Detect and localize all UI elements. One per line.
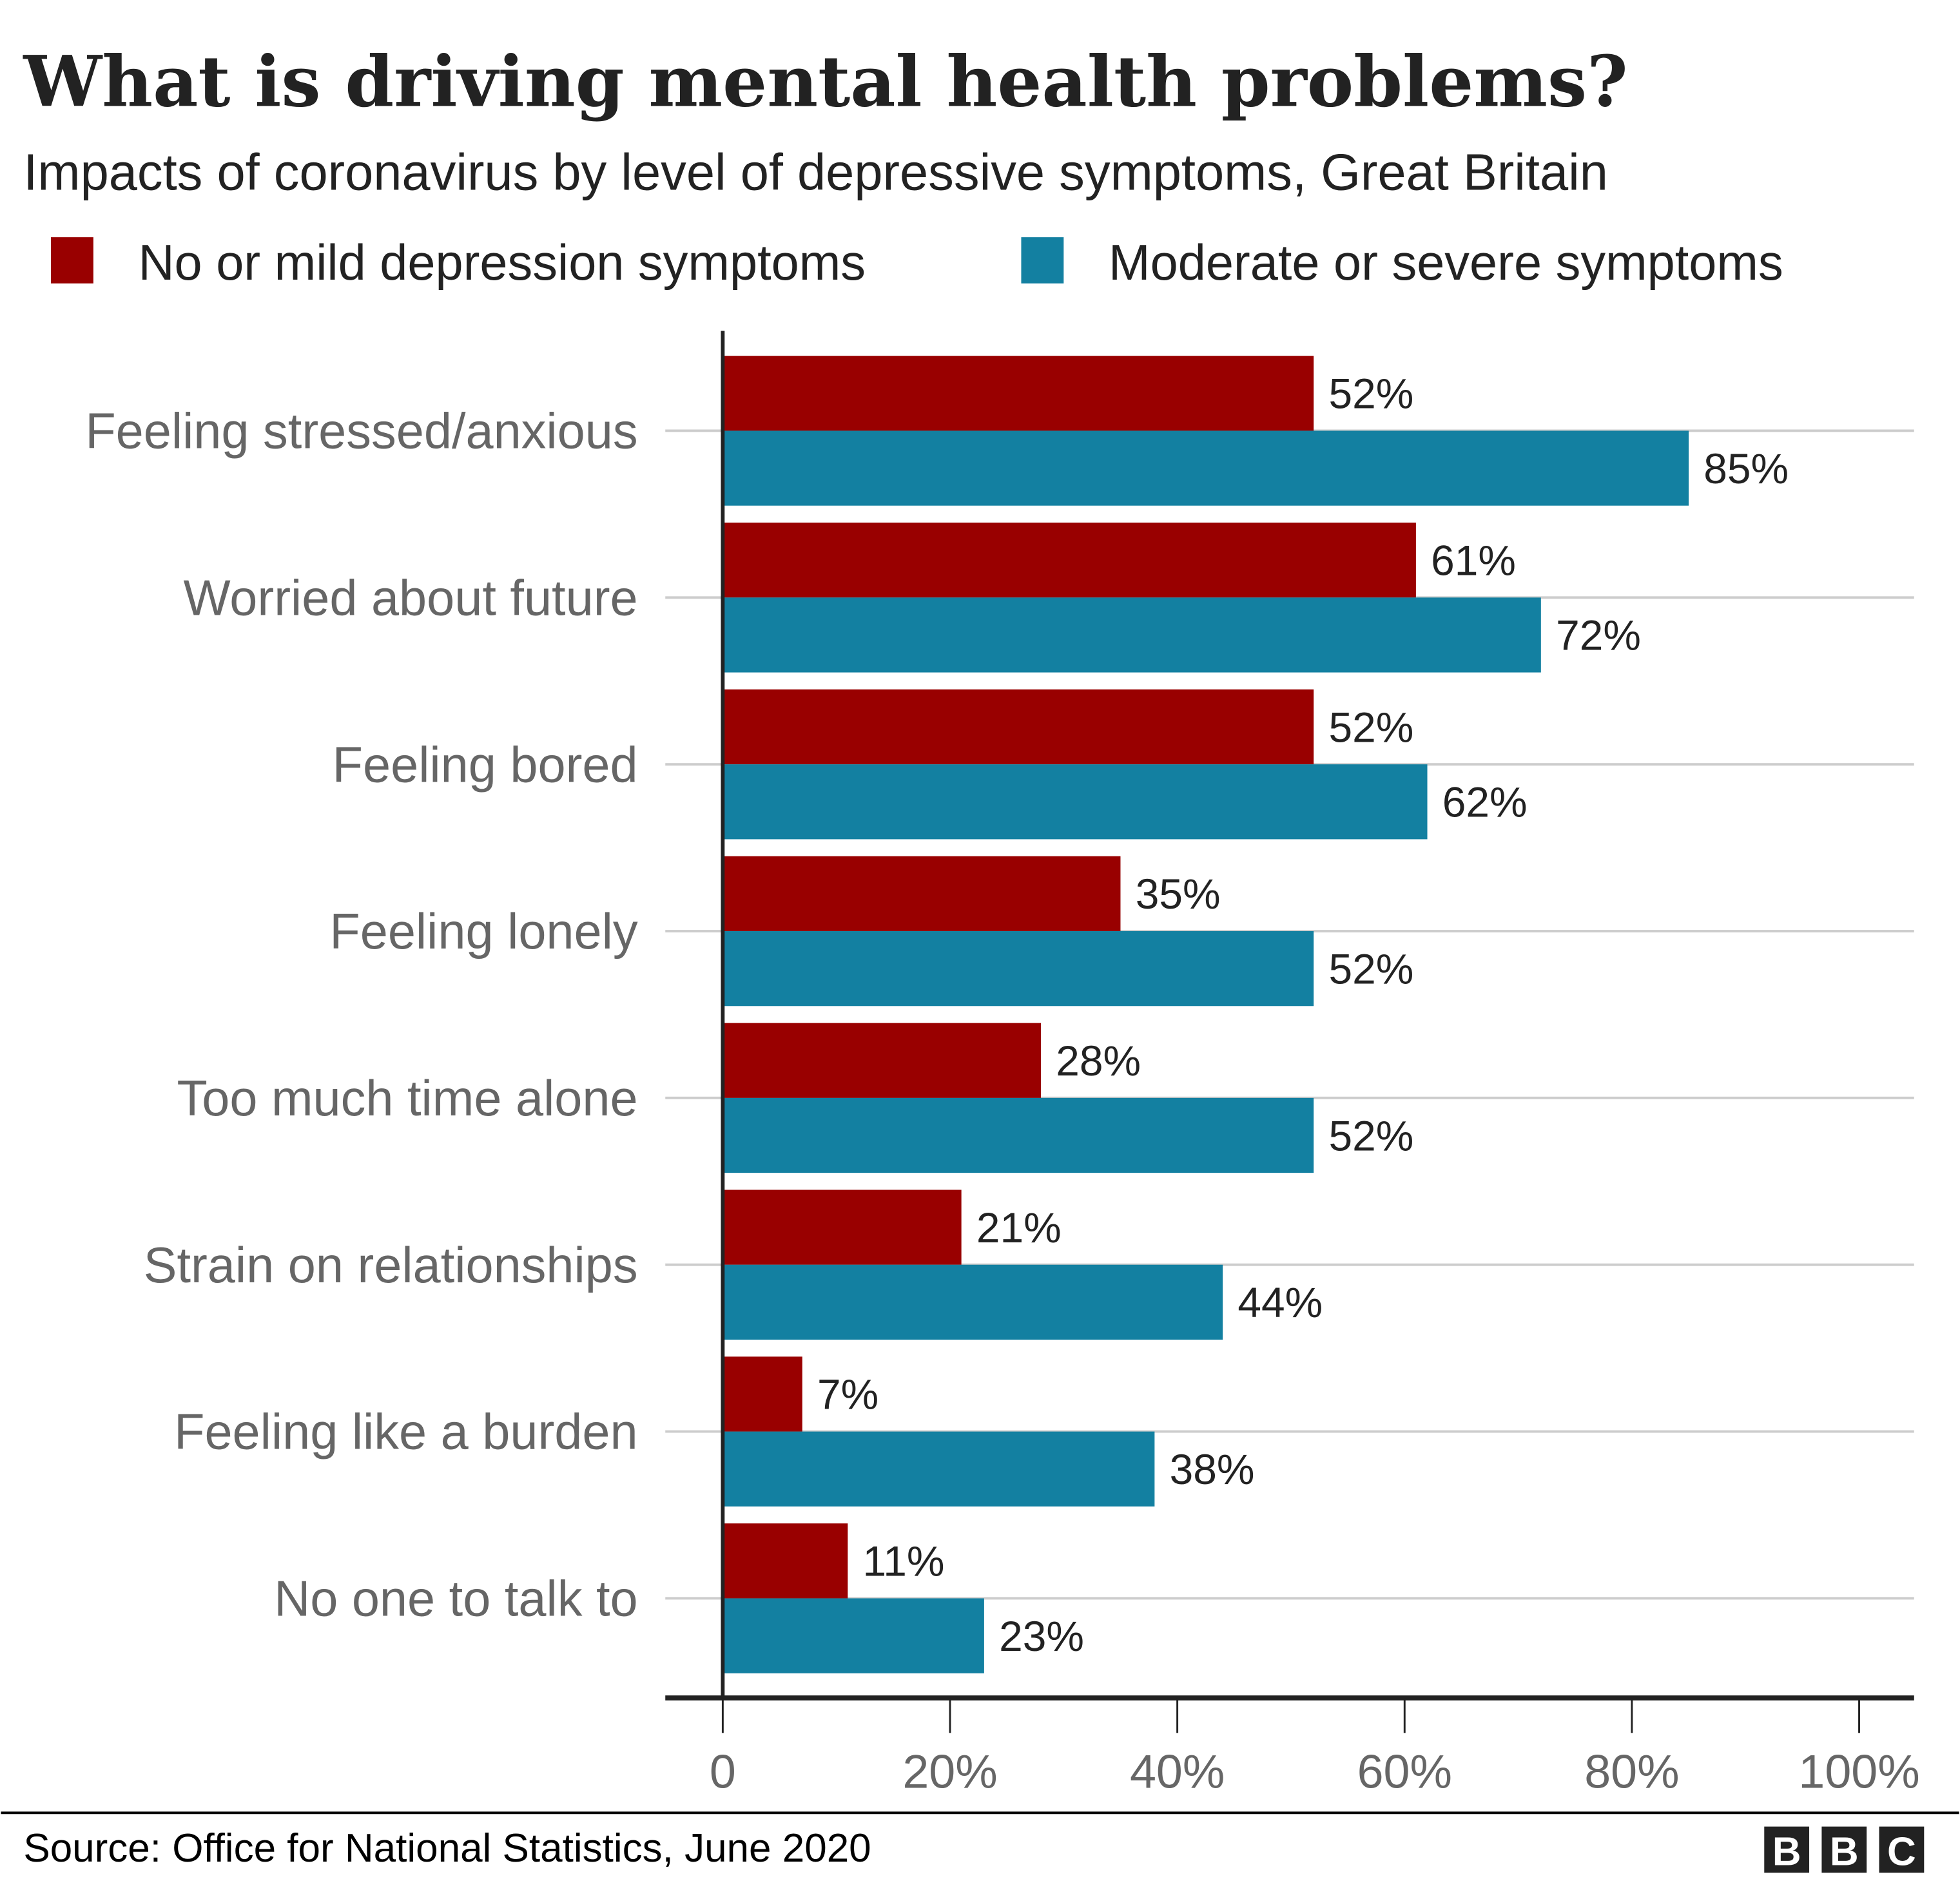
source-text: Source: Office for National Statistics, … — [23, 1826, 871, 1871]
legend: No or mild depression symptoms Moderate … — [50, 235, 1783, 291]
data-label: 62% — [1442, 778, 1528, 826]
bar-severe — [723, 1431, 1155, 1507]
category-label: No one to talk to — [274, 1572, 637, 1627]
data-label: 85% — [1703, 445, 1789, 492]
bar-mild — [723, 1023, 1042, 1098]
data-label: 21% — [976, 1204, 1062, 1251]
data-label: 72% — [1556, 612, 1641, 659]
data-label: 23% — [999, 1612, 1084, 1660]
x-tick-label: 0 — [710, 1745, 736, 1798]
chart-title: What is driving mental health problems? — [23, 41, 1627, 123]
legend-label-severe: Moderate or severe symptoms — [1109, 235, 1783, 291]
bar-severe — [723, 931, 1314, 1007]
x-tick-label: 100% — [1798, 1745, 1919, 1798]
data-label: 28% — [1056, 1037, 1141, 1084]
bar-mild — [723, 689, 1314, 765]
bar-mild — [723, 356, 1314, 431]
x-tick-label: 80% — [1584, 1745, 1679, 1798]
data-label: 52% — [1328, 703, 1413, 751]
bar-mild — [723, 1523, 848, 1599]
data-label: 52% — [1328, 945, 1413, 992]
bar-severe — [723, 764, 1428, 840]
data-label: 44% — [1237, 1278, 1323, 1326]
bar-mild — [723, 1356, 802, 1432]
svg-text:B: B — [1830, 1830, 1859, 1874]
category-label: Feeling lonely — [329, 904, 637, 959]
category-label: Worried about future — [184, 570, 638, 626]
category-label: Feeling stressed/anxious — [85, 404, 637, 459]
data-label: 7% — [817, 1371, 878, 1418]
data-label: 61% — [1431, 536, 1516, 584]
category-label: Strain on relationships — [144, 1238, 638, 1293]
svg-text:B: B — [1772, 1830, 1801, 1874]
bar-severe — [723, 1264, 1223, 1340]
bar-mild — [723, 856, 1121, 932]
legend-swatch-severe — [1021, 237, 1064, 284]
bbc-logo: B B C — [1764, 1826, 1925, 1874]
bar-severe — [723, 597, 1541, 673]
bar-severe — [723, 1598, 984, 1673]
bar-mild — [723, 523, 1416, 598]
bar-mild — [723, 1190, 962, 1265]
category-label: Feeling bored — [333, 737, 638, 793]
x-tick-label: 60% — [1357, 1745, 1452, 1798]
chart-subtitle: Impacts of coronavirus by level of depre… — [23, 144, 1608, 201]
x-tick-label: 40% — [1130, 1745, 1225, 1798]
category-label: Feeling like a burden — [174, 1405, 638, 1460]
bar-severe — [723, 430, 1689, 506]
plot-area: Feeling stressed/anxious 52% 85% Worried ab… — [85, 331, 1920, 1798]
data-label: 11% — [863, 1537, 945, 1585]
legend-label-mild: No or mild depression symptoms — [139, 235, 866, 291]
data-label: 52% — [1328, 370, 1413, 418]
data-label: 52% — [1328, 1112, 1413, 1159]
svg-text:C: C — [1887, 1830, 1916, 1874]
bar-severe — [723, 1097, 1314, 1173]
category-label: Too much time alone — [177, 1071, 638, 1126]
x-tick-label: 20% — [902, 1745, 997, 1798]
data-label: 35% — [1136, 870, 1221, 918]
data-label: 38% — [1170, 1445, 1255, 1493]
legend-swatch-mild — [50, 237, 93, 284]
